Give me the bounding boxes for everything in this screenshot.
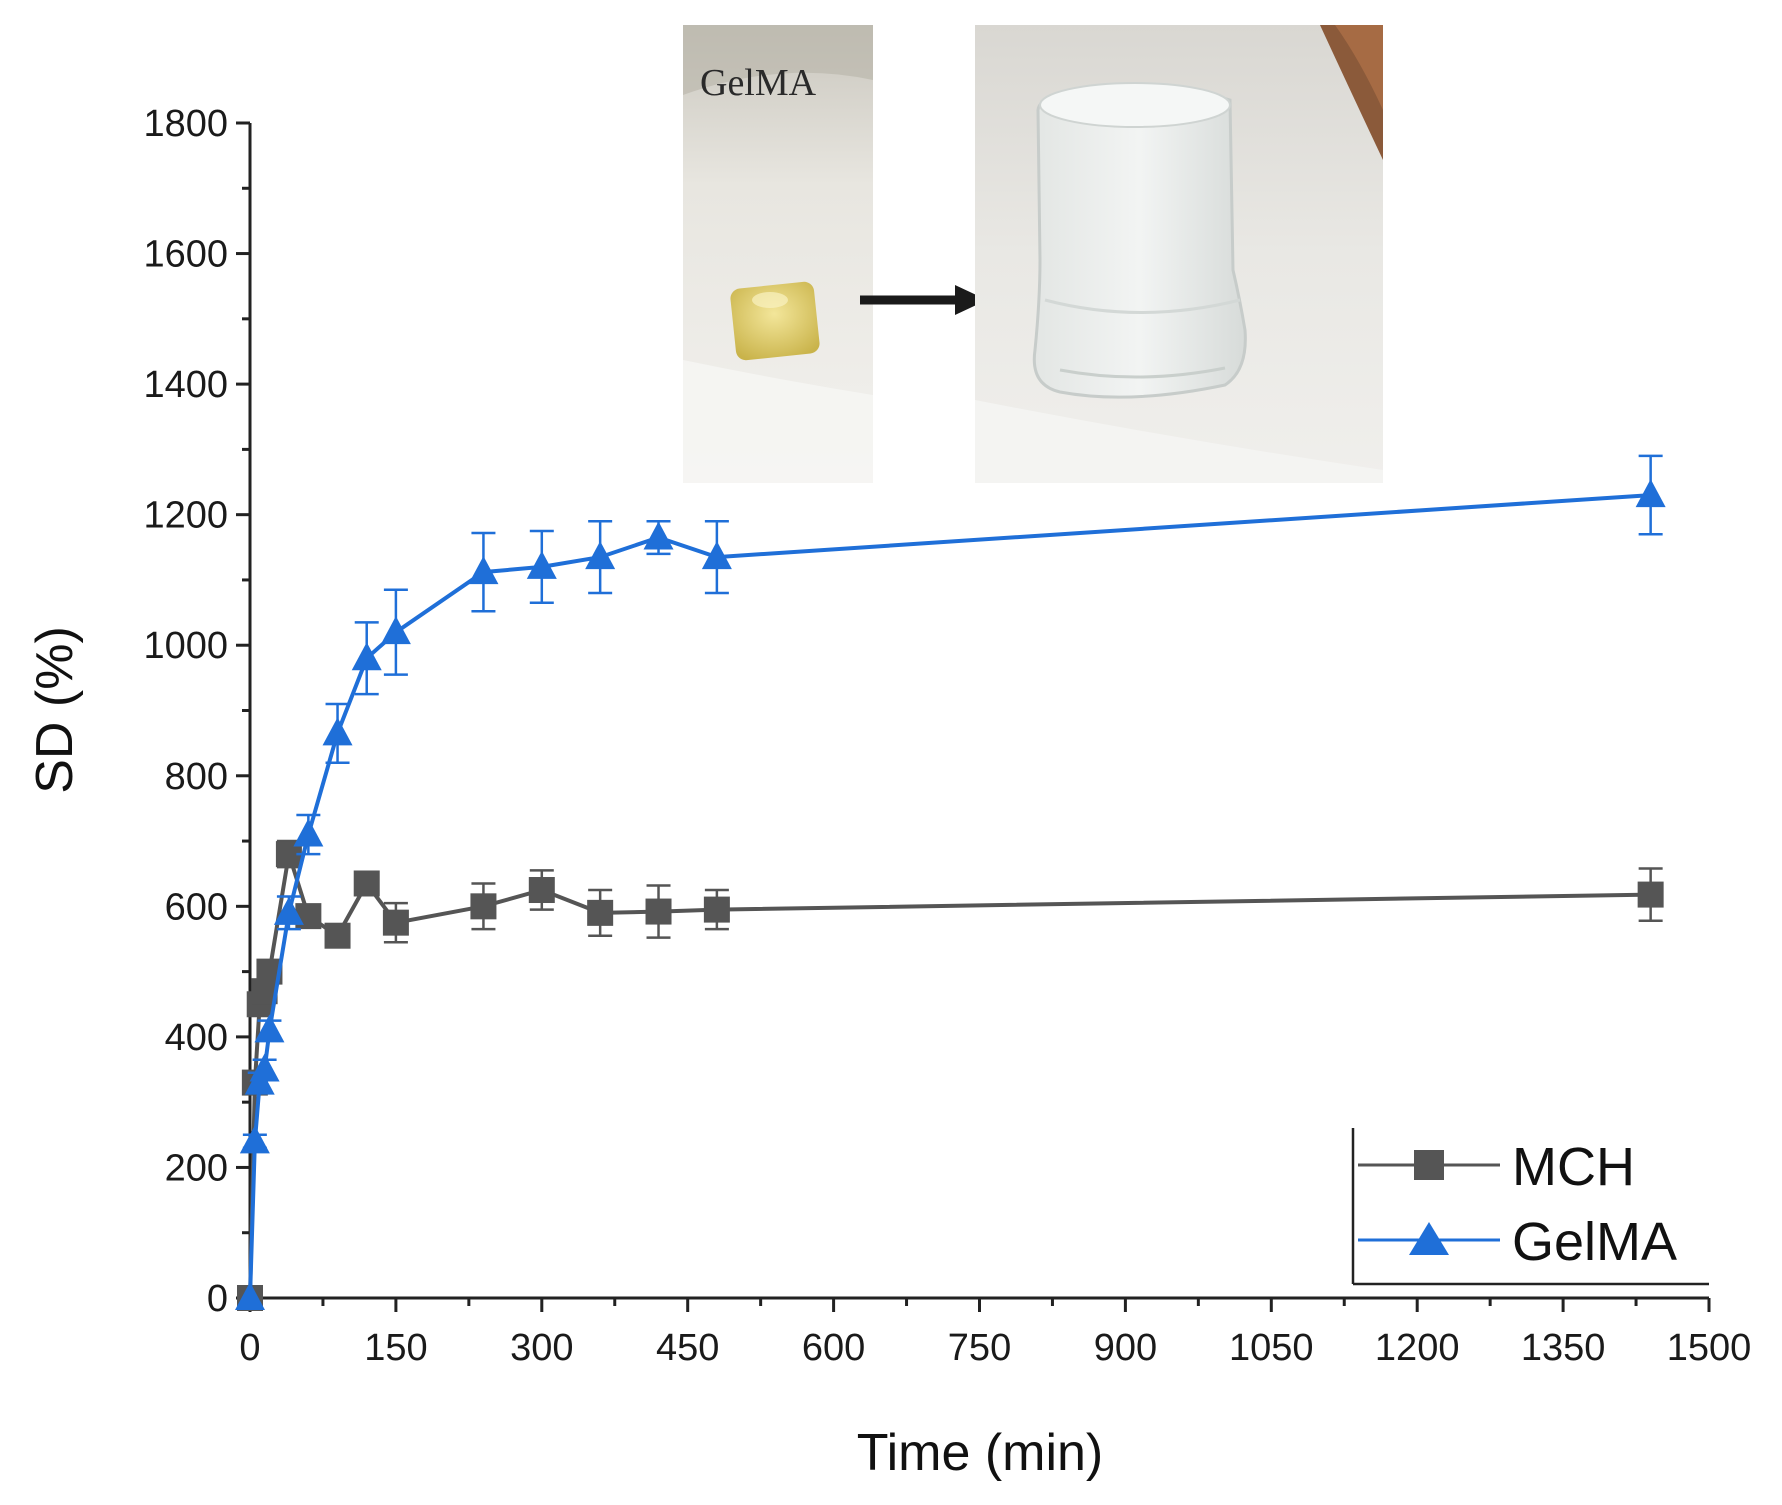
- y-tick-label: 1600: [143, 234, 228, 276]
- data-point: [254, 1014, 285, 1043]
- x-tick-label: 1500: [1667, 1327, 1752, 1369]
- data-point: [353, 870, 380, 897]
- y-tick-label: 200: [165, 1147, 228, 1189]
- data-point: [295, 903, 322, 930]
- y-ticks: 0 200 400 600 800 1000 1200 1400 1600 1800: [143, 103, 250, 1320]
- data-point: [703, 896, 730, 923]
- y-tick-label: 1000: [143, 625, 228, 667]
- x-tick-label: 750: [948, 1327, 1011, 1369]
- y-tick-label: 1800: [143, 103, 228, 145]
- data-point: [528, 877, 555, 904]
- legend-label-mch: MCH: [1512, 1137, 1635, 1197]
- inset-label: GelMA: [700, 62, 817, 104]
- x-tick-label: 300: [510, 1327, 573, 1369]
- data-point: [293, 818, 324, 847]
- y-tick-label: 0: [207, 1278, 228, 1320]
- legend: MCH GelMA: [1351, 1128, 1709, 1286]
- data-point: [585, 541, 616, 570]
- y-tick-label: 600: [165, 886, 228, 928]
- legend-item-gelma: GelMA: [1358, 1212, 1677, 1272]
- data-point: [249, 1053, 280, 1082]
- y-tick-label: 1200: [143, 495, 228, 537]
- x-tick-label: 450: [656, 1327, 719, 1369]
- x-tick-label: 900: [1094, 1327, 1157, 1369]
- data-point: [470, 893, 497, 920]
- data-point: [1635, 479, 1666, 508]
- data-point: [324, 922, 351, 949]
- x-axis-title: Time (min): [857, 1424, 1104, 1482]
- x-tick-label: 1350: [1521, 1327, 1606, 1369]
- data-point: [526, 550, 557, 579]
- series-line-mch: [248, 853, 1651, 1299]
- series-layer: [235, 454, 1666, 1311]
- x-tick-label: 1200: [1375, 1327, 1460, 1369]
- data-point: [645, 898, 672, 925]
- y-tick-label: 400: [165, 1017, 228, 1059]
- x-tick-label: 1050: [1229, 1327, 1314, 1369]
- y-tick-label: 800: [165, 756, 228, 798]
- data-point: [273, 896, 304, 925]
- data-point: [239, 1125, 270, 1154]
- dried-hydrogel-cube-photo: [683, 25, 873, 483]
- data-point: [587, 899, 614, 926]
- series-gelma: [235, 454, 1666, 1310]
- x-tick-label: 600: [802, 1327, 865, 1369]
- data-point: [380, 616, 411, 645]
- x-ticks: 0 150 300 450 600 750 900 1050 1200 1350 1500: [239, 1298, 1751, 1369]
- x-tick-label: 0: [239, 1327, 260, 1369]
- x-tick-label: 150: [364, 1327, 427, 1369]
- inset-photos: GelMA: [683, 25, 1383, 483]
- right-arrow-icon: [860, 285, 987, 315]
- y-axis-title: SD (%): [26, 626, 84, 794]
- data-point: [235, 1282, 265, 1310]
- data-point: [351, 642, 382, 671]
- data-point: [322, 717, 353, 746]
- legend-item-mch: MCH: [1358, 1137, 1635, 1197]
- data-point: [382, 909, 409, 936]
- axes: 0 200 400 600 800 1000 1200 1400 1600 1800 0 150 30…: [143, 103, 1751, 1369]
- y-tick-label: 1400: [143, 364, 228, 406]
- data-point: [643, 521, 674, 550]
- data-point: [468, 556, 499, 585]
- legend-label-gelma: GelMA: [1512, 1212, 1677, 1272]
- data-point: [701, 541, 732, 570]
- swollen-hydrogel-photo: [975, 25, 1383, 483]
- data-point: [1637, 881, 1664, 908]
